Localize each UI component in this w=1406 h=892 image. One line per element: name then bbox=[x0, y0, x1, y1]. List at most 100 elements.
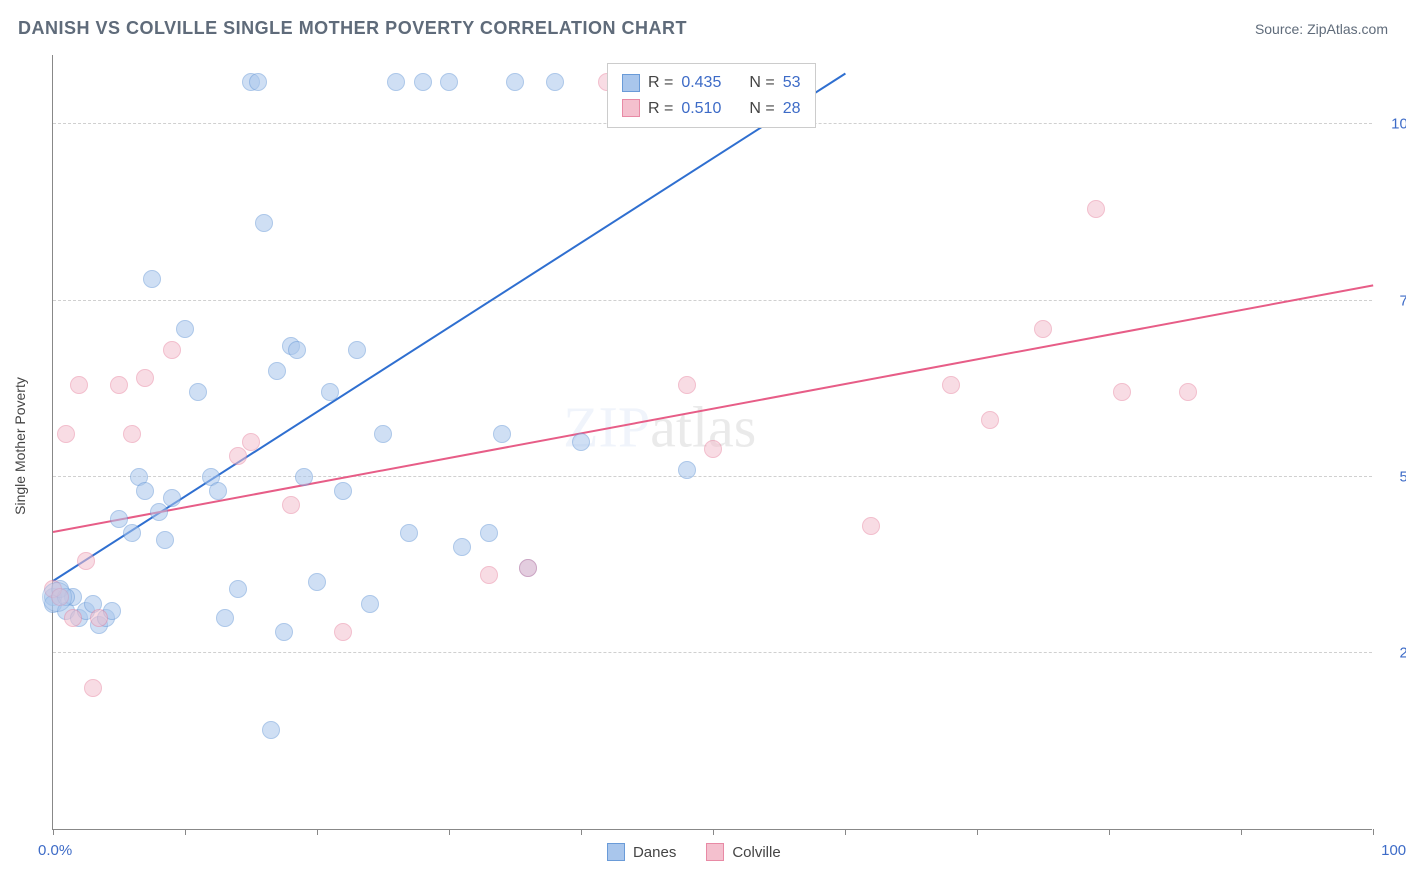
x-tick bbox=[1373, 829, 1374, 835]
gridline-h bbox=[53, 300, 1372, 301]
scatter-point-danes bbox=[229, 580, 247, 598]
scatter-point-danes bbox=[546, 73, 564, 91]
scatter-point-colville bbox=[519, 559, 537, 577]
x-tick bbox=[1241, 829, 1242, 835]
swatch-icon bbox=[607, 843, 625, 861]
x-tick bbox=[317, 829, 318, 835]
scatter-point-danes bbox=[209, 482, 227, 500]
scatter-point-danes bbox=[414, 73, 432, 91]
scatter-point-colville bbox=[862, 517, 880, 535]
scatter-point-colville bbox=[1179, 383, 1197, 401]
scatter-point-colville bbox=[981, 411, 999, 429]
scatter-point-danes bbox=[176, 320, 194, 338]
scatter-point-danes bbox=[453, 538, 471, 556]
n-value: 28 bbox=[783, 96, 801, 122]
scatter-point-colville bbox=[110, 376, 128, 394]
scatter-point-danes bbox=[163, 489, 181, 507]
scatter-point-danes bbox=[334, 482, 352, 500]
y-tick-label: 50.0% bbox=[1399, 468, 1406, 485]
swatch-icon bbox=[622, 74, 640, 92]
x-label-max: 100.0% bbox=[1381, 842, 1406, 859]
scatter-point-danes bbox=[255, 214, 273, 232]
n-label: N = bbox=[749, 96, 774, 122]
scatter-point-danes bbox=[400, 524, 418, 542]
x-tick bbox=[845, 829, 846, 835]
scatter-point-danes bbox=[348, 341, 366, 359]
scatter-point-danes bbox=[480, 524, 498, 542]
scatter-point-colville bbox=[242, 433, 260, 451]
x-tick bbox=[185, 829, 186, 835]
scatter-point-colville bbox=[678, 376, 696, 394]
scatter-point-danes bbox=[374, 425, 392, 443]
n-label: N = bbox=[749, 70, 774, 96]
y-tick-label: 100.0% bbox=[1391, 116, 1406, 133]
correlation-legend-row: R = 0.435 N = 53 bbox=[622, 70, 801, 96]
series-legend: Danes Colville bbox=[607, 843, 781, 861]
scatter-point-danes bbox=[361, 595, 379, 613]
scatter-point-colville bbox=[64, 609, 82, 627]
scatter-point-danes bbox=[295, 468, 313, 486]
x-tick bbox=[713, 829, 714, 835]
y-axis-title: Single Mother Poverty bbox=[12, 377, 28, 515]
scatter-point-danes bbox=[156, 531, 174, 549]
swatch-icon bbox=[622, 99, 640, 117]
scatter-point-danes bbox=[249, 73, 267, 91]
scatter-point-danes bbox=[275, 623, 293, 641]
r-value: 0.510 bbox=[681, 96, 721, 122]
scatter-point-danes bbox=[308, 573, 326, 591]
scatter-point-colville bbox=[1113, 383, 1131, 401]
scatter-point-colville bbox=[704, 440, 722, 458]
chart-title: DANISH VS COLVILLE SINGLE MOTHER POVERTY… bbox=[18, 18, 687, 39]
source-label: Source: ZipAtlas.com bbox=[1255, 21, 1388, 37]
y-tick-label: 75.0% bbox=[1399, 292, 1406, 309]
gridline-h bbox=[53, 476, 1372, 477]
r-label: R = bbox=[648, 70, 673, 96]
scatter-point-danes bbox=[216, 609, 234, 627]
scatter-point-danes bbox=[678, 461, 696, 479]
x-tick bbox=[581, 829, 582, 835]
series-legend-item: Danes bbox=[607, 843, 676, 861]
x-tick bbox=[977, 829, 978, 835]
scatter-point-danes bbox=[123, 524, 141, 542]
x-label-min: 0.0% bbox=[38, 842, 72, 859]
r-value: 0.435 bbox=[681, 70, 721, 96]
x-tick bbox=[1109, 829, 1110, 835]
scatter-point-colville bbox=[282, 496, 300, 514]
n-value: 53 bbox=[783, 70, 801, 96]
scatter-point-danes bbox=[440, 73, 458, 91]
y-tick-label: 25.0% bbox=[1399, 644, 1406, 661]
x-tick bbox=[53, 829, 54, 835]
scatter-point-colville bbox=[229, 447, 247, 465]
gridline-h bbox=[53, 652, 1372, 653]
scatter-point-danes bbox=[321, 383, 339, 401]
scatter-point-danes bbox=[150, 503, 168, 521]
scatter-point-danes bbox=[268, 362, 286, 380]
scatter-point-danes bbox=[572, 433, 590, 451]
scatter-point-danes bbox=[143, 270, 161, 288]
scatter-point-colville bbox=[334, 623, 352, 641]
scatter-point-colville bbox=[480, 566, 498, 584]
correlation-legend-row: R = 0.510 N = 28 bbox=[622, 96, 801, 122]
swatch-icon bbox=[706, 843, 724, 861]
scatter-point-colville bbox=[57, 425, 75, 443]
scatter-point-colville bbox=[70, 376, 88, 394]
scatter-point-danes bbox=[493, 425, 511, 443]
correlation-legend: R = 0.435 N = 53 R = 0.510 N = 28 bbox=[607, 63, 816, 128]
plot-area: ZIPatlas 25.0%50.0%75.0%100.0%0.0%100.0%… bbox=[52, 55, 1372, 830]
scatter-point-colville bbox=[1034, 320, 1052, 338]
scatter-point-colville bbox=[84, 679, 102, 697]
scatter-point-colville bbox=[942, 376, 960, 394]
scatter-point-danes bbox=[189, 383, 207, 401]
scatter-point-colville bbox=[123, 425, 141, 443]
scatter-point-colville bbox=[136, 369, 154, 387]
scatter-point-colville bbox=[163, 341, 181, 359]
r-label: R = bbox=[648, 96, 673, 122]
trend-line-colville bbox=[53, 285, 1373, 534]
scatter-point-colville bbox=[90, 609, 108, 627]
scatter-point-danes bbox=[262, 721, 280, 739]
scatter-point-colville bbox=[1087, 200, 1105, 218]
series-legend-item: Colville bbox=[706, 843, 780, 861]
watermark: ZIPatlas bbox=[563, 393, 756, 460]
scatter-point-danes bbox=[387, 73, 405, 91]
scatter-point-danes bbox=[136, 482, 154, 500]
